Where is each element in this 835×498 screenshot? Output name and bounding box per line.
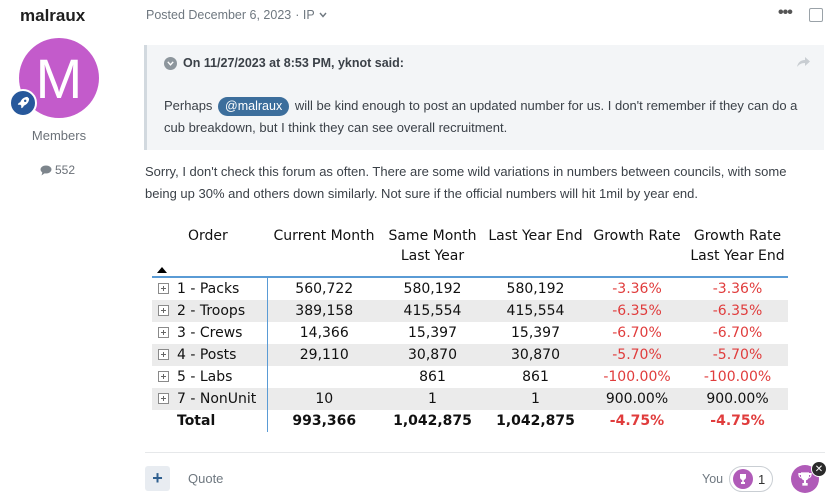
table-cell-growth-lye: -6.35% (712, 303, 763, 319)
trophy-icon (798, 472, 812, 486)
header-same-month[interactable]: Same Month Last Year (388, 228, 477, 264)
header-order[interactable]: Order (152, 222, 267, 277)
table-cell-current: 560,722 (295, 281, 354, 297)
quote-block: On 11/27/2023 at 8:53 PM, yknot said: Pe… (144, 45, 824, 150)
table-row: 7 - NonUnit 10 1 1 900.00% 900.00% (152, 388, 788, 410)
post-count: 552 (40, 163, 75, 177)
table-row: 5 - Labs 861 861 -100.00% -100.00% (152, 366, 788, 388)
total-cell-lye: 1,042,875 (496, 413, 575, 429)
footer-divider (145, 452, 825, 453)
table-cell-growth: -6.35% (612, 303, 662, 319)
table-cell-growth-lye: -6.70% (712, 325, 763, 341)
total-cell-order: Total (152, 410, 268, 432)
table-cell-lye: 1 (531, 391, 540, 407)
table-cell-current: 14,366 (299, 325, 349, 341)
table-row: 1 - Packs 560,722 580,192 580,192 -3.36% -3.3… (152, 277, 788, 300)
posted-date[interactable]: Posted December 6, 2023 (146, 8, 292, 22)
table-cell-order: 1 - Packs (152, 277, 268, 300)
quote-header: On 11/27/2023 at 8:53 PM, yknot said: (164, 56, 404, 70)
membership-table-image: Order Current Month Same Month Last Year … (152, 222, 788, 432)
table-header-row: Order Current Month Same Month Last Year … (152, 222, 788, 277)
table-cell-order: 2 - Troops (152, 300, 268, 322)
table-row: 3 - Crews 14,366 15,397 15,397 -6.70% -6.70% (152, 322, 788, 344)
post-count-value: 552 (55, 163, 76, 177)
quote-text: Perhaps @malraux will be kind enough to … (164, 97, 798, 135)
table-cell-order: 7 - NonUnit (152, 388, 268, 410)
quote-citation: On 11/27/2023 at 8:53 PM, yknot said: (183, 56, 404, 70)
table-cell-growth-lye: -100.00% (703, 369, 772, 385)
header-current-month[interactable]: Current Month (273, 228, 375, 244)
expand-row-icon[interactable] (158, 370, 169, 382)
table-cell-lye: 861 (522, 369, 549, 385)
table-cell-lye: 30,870 (511, 347, 560, 363)
post-meta: Posted December 6, 2023 · IP (146, 8, 327, 22)
table-cell-growth-lye: 900.00% (706, 391, 769, 407)
chevron-down-icon[interactable] (319, 12, 327, 18)
reaction-summary[interactable]: 1 (729, 466, 773, 492)
table-cell-current: 389,158 (295, 303, 354, 319)
membership-table: Order Current Month Same Month Last Year … (152, 222, 788, 432)
comment-icon (40, 165, 52, 175)
table-cell-growth-lye: -5.70% (712, 347, 763, 363)
expand-row-icon[interactable] (158, 392, 169, 404)
member-group: Members (31, 128, 87, 143)
total-cell-growth: -4.75% (609, 413, 665, 429)
table-cell-growth: -6.70% (612, 325, 662, 341)
table-cell-same: 580,192 (403, 281, 462, 297)
expand-row-icon[interactable] (158, 348, 169, 360)
reaction-count: 1 (758, 471, 766, 487)
table-cell-same: 30,870 (408, 347, 457, 363)
table-cell-same: 1 (428, 391, 437, 407)
table-row: 4 - Posts 29,110 30,870 30,870 -5.70% -5.70% (152, 344, 788, 366)
user-mention[interactable]: @malraux (218, 97, 290, 116)
reaction-user-label[interactable]: You (702, 472, 724, 486)
total-cell-same: 1,042,875 (393, 413, 472, 429)
ip-label[interactable]: · IP (295, 8, 315, 22)
table-cell-growth: -5.70% (612, 347, 662, 363)
table-cell-same: 415,554 (403, 303, 462, 319)
table-cell-lye: 580,192 (506, 281, 565, 297)
expand-row-icon[interactable] (158, 304, 169, 316)
table-cell-current: 29,110 (299, 347, 349, 363)
quote-button[interactable]: Quote (188, 471, 224, 486)
select-post-checkbox[interactable] (809, 8, 823, 22)
header-growth-rate[interactable]: Growth Rate (593, 228, 681, 244)
table-cell-growth: -100.00% (603, 369, 671, 385)
total-cell-growth-lye: -4.75% (710, 413, 765, 429)
table-cell-order: 3 - Crews (152, 322, 268, 344)
table-cell-growth-lye: -3.36% (712, 281, 763, 297)
share-arrow-icon[interactable] (797, 56, 810, 71)
sort-arrow-icon[interactable] (157, 267, 167, 273)
header-last-year-end[interactable]: Last Year End (488, 228, 583, 244)
table-cell-growth: -3.36% (612, 281, 662, 297)
header-growth-rate-lye[interactable]: Growth Rate Last Year End (690, 228, 785, 264)
table-cell-growth: 900.00% (605, 391, 669, 407)
expand-row-icon[interactable] (158, 326, 169, 338)
table-cell-order: 4 - Posts (152, 344, 268, 366)
table-cell-current: 10 (315, 391, 334, 407)
table-cell-current (267, 366, 381, 388)
post-content: Sorry, I don't check this forum as often… (145, 164, 787, 201)
table-total-row: Total 993,366 1,042,875 1,042,875 -4.75% -4.7… (152, 410, 788, 432)
multiquote-add-button[interactable]: + (145, 466, 170, 491)
author-name[interactable]: malraux (20, 6, 86, 25)
rocket-icon (9, 89, 37, 117)
table-cell-order: 5 - Labs (152, 366, 268, 388)
table-cell-same: 15,397 (408, 325, 457, 341)
table-cell-same: 861 (419, 369, 446, 385)
more-options-button[interactable]: ••• (778, 4, 793, 21)
close-icon[interactable]: ✕ (811, 461, 827, 477)
table-row: 2 - Troops 389,158 415,554 415,554 -6.35% -6.… (152, 300, 788, 322)
table-cell-lye: 415,554 (506, 303, 565, 319)
table-cell-lye: 15,397 (511, 325, 560, 341)
chevron-down-icon[interactable] (164, 56, 177, 70)
expand-row-icon[interactable] (158, 282, 169, 294)
total-cell-current: 993,366 (292, 413, 357, 429)
trophy-icon (733, 469, 753, 489)
